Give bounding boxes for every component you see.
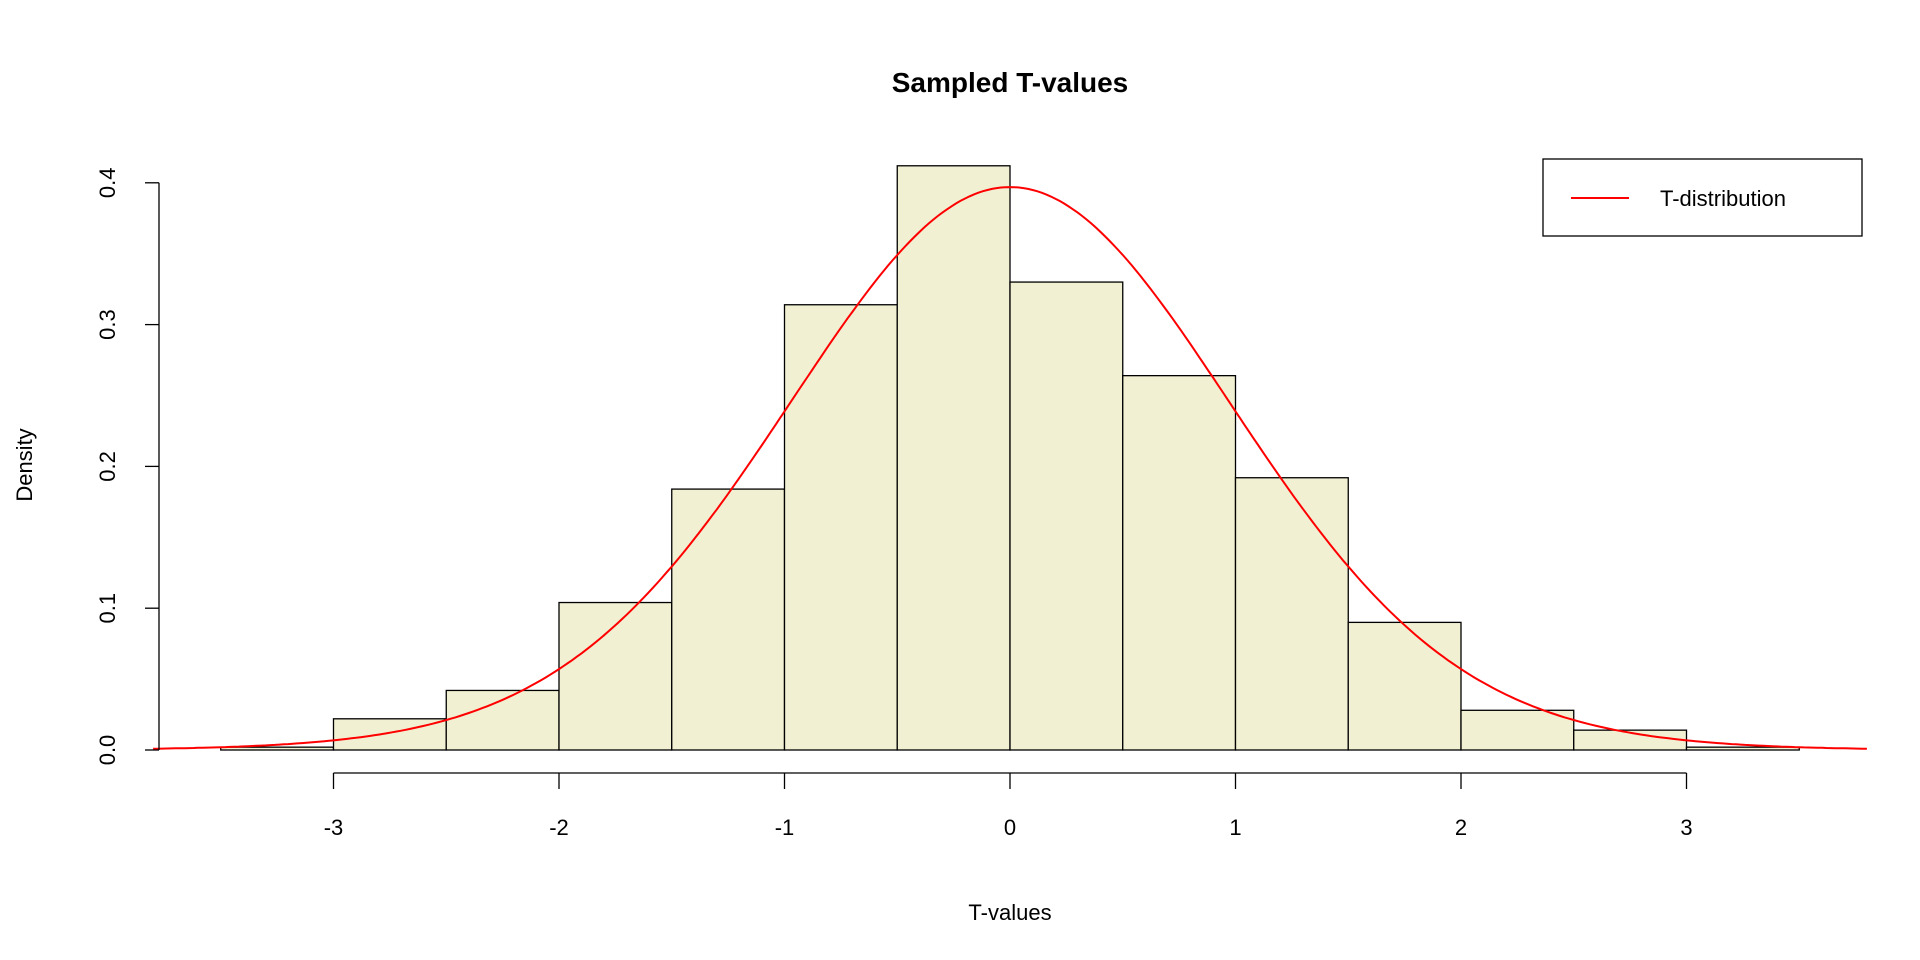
x-tick-label: -2: [549, 815, 569, 840]
x-tick-label: 3: [1680, 815, 1692, 840]
y-tick-label: 0.2: [95, 451, 120, 482]
y-axis-title: Density: [12, 428, 37, 501]
histogram-bar: [896, 165, 1011, 751]
histogram-bar: [1234, 477, 1349, 751]
histogram-bar: [332, 718, 447, 751]
histogram-bar: [558, 601, 673, 751]
histogram-bar: [1122, 374, 1237, 751]
histogram-bar: [1009, 281, 1124, 751]
x-axis: -3 -2 -1 0 1 2 3: [324, 772, 1693, 840]
histogram-bar: [1460, 709, 1575, 751]
chart-title: Sampled T-values: [892, 67, 1129, 98]
histogram-bar: [783, 304, 898, 751]
y-tick-label: 0.4: [95, 168, 120, 199]
histogram-bars: [220, 165, 1800, 751]
y-tick-label: 0.3: [95, 309, 120, 340]
x-tick-label: -1: [775, 815, 795, 840]
x-tick-label: 1: [1229, 815, 1241, 840]
histogram-bar: [1685, 746, 1800, 751]
legend: T-distribution: [1542, 158, 1863, 237]
histogram-bar: [1347, 621, 1462, 751]
legend-label: T-distribution: [1660, 186, 1786, 211]
x-tick-label: -3: [324, 815, 344, 840]
y-axis: 0.0 0.1 0.2 0.3 0.4: [95, 168, 160, 766]
y-tick-label: 0.1: [95, 593, 120, 624]
x-axis-title: T-values: [968, 900, 1051, 925]
t-distribution-curve: [153, 186, 1867, 750]
histogram-bar: [671, 488, 786, 751]
x-tick-label: 0: [1004, 815, 1016, 840]
y-tick-label: 0.0: [95, 735, 120, 766]
x-tick-label: 2: [1455, 815, 1467, 840]
